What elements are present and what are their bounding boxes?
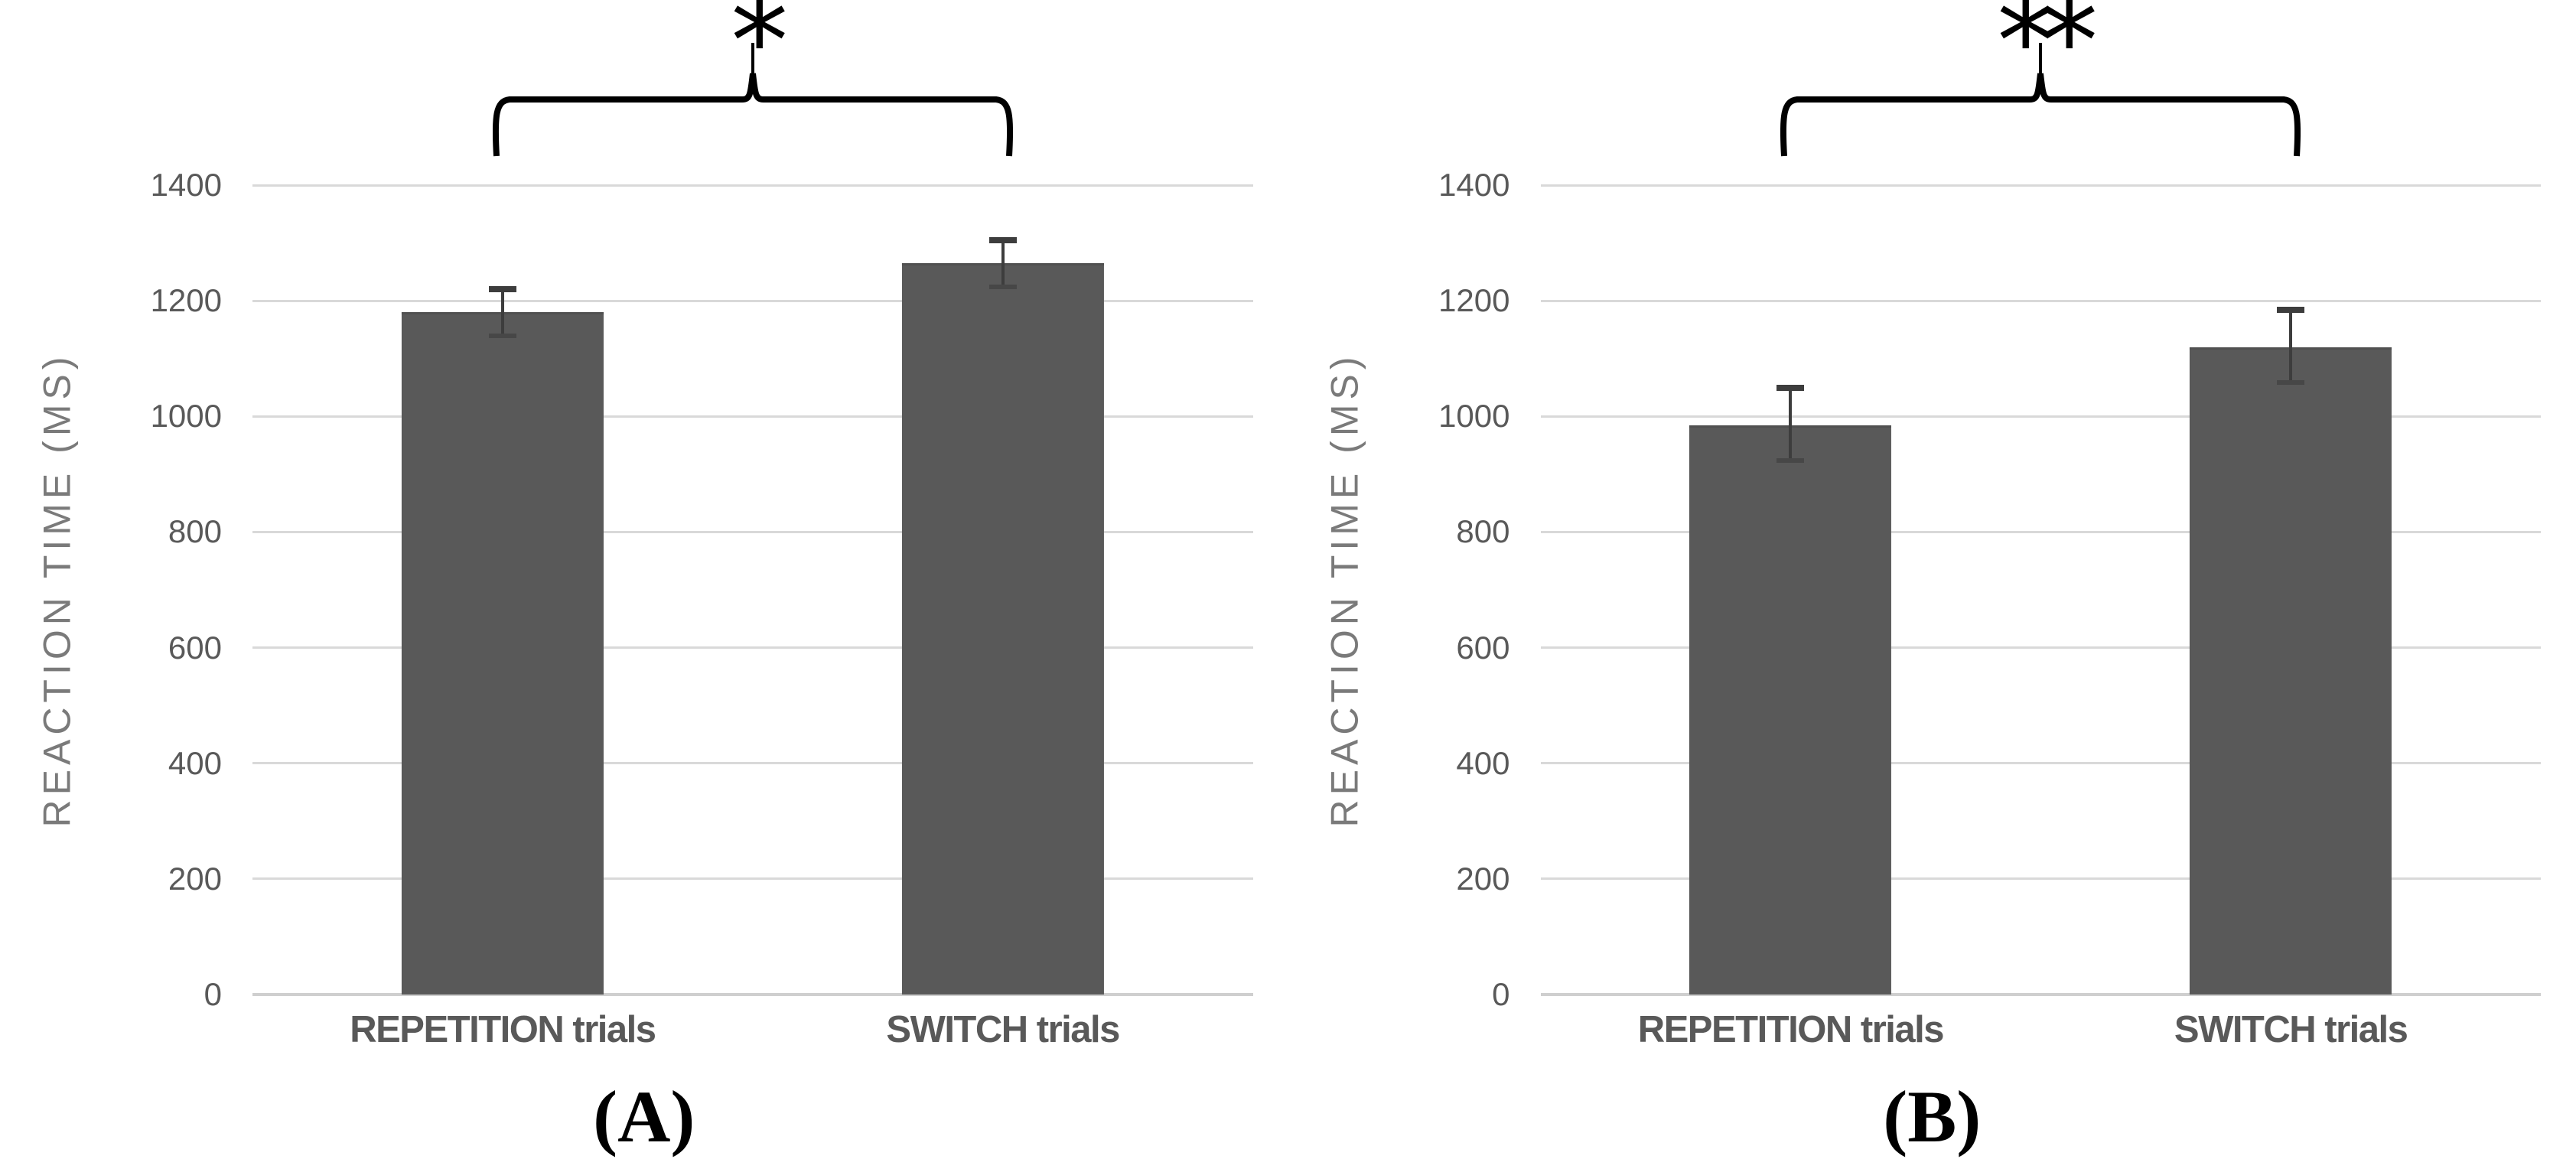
error-bar-whisker — [2289, 306, 2293, 385]
error-bar-cap-bottom — [988, 285, 1017, 290]
error-bar — [2277, 306, 2305, 385]
significance-asterisk: ** — [1997, 0, 2098, 109]
y-axis-tick-label: 400 — [1456, 744, 1510, 781]
y-axis-tick-labels: 0 200 400 600 800 1000 1200 1400 — [1288, 169, 1522, 1011]
gridline — [252, 762, 1253, 765]
gridline — [252, 530, 1253, 533]
y-axis-tick-label: 1000 — [150, 398, 222, 435]
x-axis-category-labels: REPETITION trials SWITCH trials — [252, 1008, 1253, 1059]
gridline — [252, 299, 1253, 302]
y-axis-tick-label: 1400 — [150, 167, 222, 203]
panel-label: (A) — [593, 1076, 695, 1157]
y-axis-tick-label: 0 — [1492, 976, 1510, 1012]
y-axis-tick-label: 1000 — [1438, 398, 1510, 435]
error-bar-whisker — [1789, 384, 1793, 463]
error-bar — [488, 286, 516, 339]
plot-area — [1540, 184, 2541, 996]
y-axis-tick-label: 800 — [168, 513, 222, 550]
y-axis-tick-label: 200 — [168, 860, 222, 897]
gridline — [252, 184, 1253, 187]
y-axis-tick-label: 600 — [168, 629, 222, 666]
gridline — [1540, 877, 2541, 881]
x-axis-category-label: REPETITION trials — [1637, 1009, 1945, 1050]
y-axis-tick-label: 1200 — [1438, 282, 1510, 319]
x-axis-category-labels: REPETITION trials SWITCH trials — [1541, 1008, 2542, 1059]
x-axis-baseline — [252, 992, 1253, 996]
y-axis-tick-label: 200 — [1456, 860, 1510, 897]
significance-bracket — [1780, 43, 2301, 157]
gridline — [1540, 646, 2541, 649]
error-bar — [988, 237, 1017, 290]
error-bar-cap-bottom — [2277, 379, 2305, 385]
bar-switch — [2190, 347, 2392, 995]
error-bar-whisker — [500, 286, 504, 339]
y-axis-tick-label: 1200 — [150, 282, 222, 319]
y-axis-tick-label: 800 — [1456, 513, 1510, 550]
significance-bracket — [492, 43, 1013, 157]
error-bar-cap-top — [2277, 306, 2305, 313]
error-bar-cap-bottom — [1776, 457, 1805, 463]
error-bar-cap-top — [1776, 384, 1805, 391]
error-bar-cap-bottom — [488, 334, 516, 339]
gridline — [1540, 530, 2541, 533]
bar-switch — [901, 263, 1104, 995]
y-axis-tick-label: 400 — [168, 744, 222, 781]
y-axis-tick-label: 0 — [204, 976, 222, 1012]
bar-repetition — [401, 312, 604, 995]
gridline — [252, 415, 1253, 418]
x-axis-category-label: SWITCH trials — [886, 1009, 1120, 1050]
significance-annotation-a: * — [252, 0, 1253, 185]
y-axis-tick-labels: 0 200 400 600 800 1000 1200 1400 — [0, 169, 234, 1011]
y-axis-tick-label: 1400 — [1438, 167, 1510, 203]
error-bar-whisker — [1001, 237, 1005, 290]
gridline — [252, 877, 1253, 881]
bar-repetition — [1689, 425, 1892, 995]
gridline — [1540, 415, 2541, 418]
gridline — [1540, 762, 2541, 765]
y-axis-tick-label: 600 — [1456, 629, 1510, 666]
gridline — [252, 646, 1253, 649]
x-axis-category-label: SWITCH trials — [2174, 1009, 2408, 1050]
x-axis-category-label: REPETITION trials — [350, 1009, 656, 1050]
panel-a: * REACTION TIME (MS) 0 200 400 600 800 1000 12… — [0, 0, 1253, 1157]
x-axis-baseline — [1540, 992, 2541, 996]
gridline — [1540, 299, 2541, 302]
plot-area — [252, 184, 1253, 996]
gridline — [1540, 184, 2541, 187]
error-bar-cap-top — [988, 237, 1017, 244]
significance-annotation-b: ** — [1541, 0, 2542, 185]
panel-label: (B) — [1883, 1076, 1982, 1157]
error-bar — [1776, 384, 1805, 463]
error-bar-cap-top — [488, 286, 516, 293]
panel-b: ** REACTION TIME (MS) 0 200 400 600 800 1000 1… — [1288, 0, 2576, 1172]
